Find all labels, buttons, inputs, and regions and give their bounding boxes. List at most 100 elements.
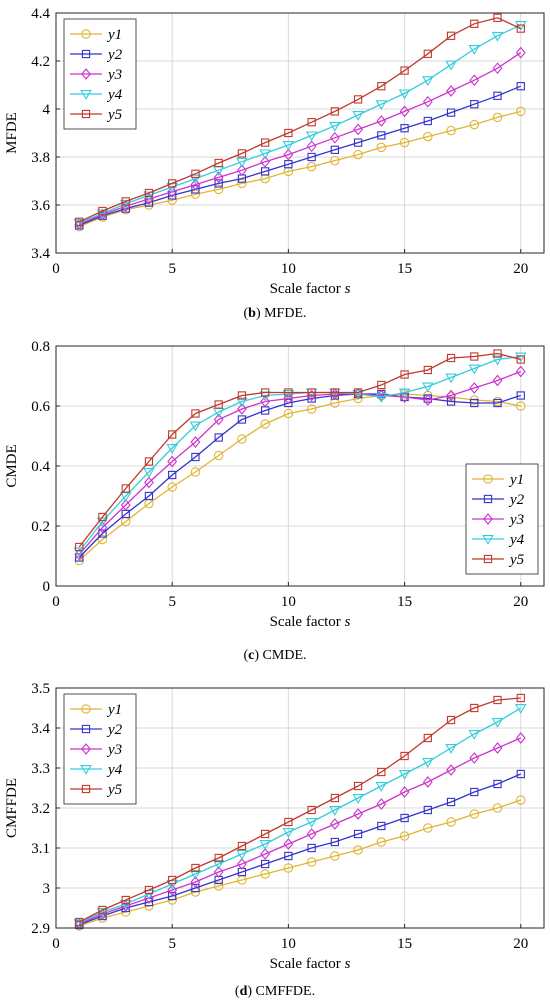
data-point-y2	[307, 152, 316, 162]
data-point-y4	[96, 517, 109, 528]
data-point-y2	[144, 491, 154, 501]
x-axis-label-var: s	[345, 956, 351, 972]
data-point-y5	[307, 388, 316, 397]
data-point-y1	[306, 404, 317, 414]
data-point-y3	[167, 884, 178, 896]
data-point-y3	[144, 892, 154, 904]
data-point-y3	[422, 394, 433, 406]
data-point-y4	[189, 870, 202, 880]
data-point-y5	[446, 353, 456, 363]
y-tick-label: 0.6	[31, 399, 50, 415]
data-point-y4	[329, 121, 341, 132]
data-point-y4	[445, 60, 457, 71]
figure-cmde: 0 5 10 15 20 0 0.2 0.4 0.6 0.8 Scale factor s CMDE y…	[0, 333, 550, 643]
legend-marker-y1	[81, 704, 91, 714]
data-point-y3	[492, 742, 503, 754]
data-point-y1	[492, 803, 503, 813]
data-point-y4	[491, 31, 504, 42]
data-point-y5	[353, 781, 363, 791]
data-point-y3	[399, 105, 410, 118]
data-point-y4	[491, 718, 504, 728]
caption-text: CMDE.	[259, 648, 307, 663]
data-point-y3	[236, 164, 247, 177]
data-point-y1	[283, 863, 294, 873]
data-point-y3	[167, 185, 178, 198]
data-point-y2	[237, 415, 247, 424]
data-point-y4	[236, 157, 248, 168]
data-point-y5	[121, 484, 130, 493]
caption-text: MFDE.	[260, 306, 307, 321]
series-group	[73, 13, 527, 232]
data-point-y4	[212, 860, 225, 870]
data-point-y1	[213, 450, 224, 461]
legend-label-y5: y5	[106, 107, 123, 123]
cmde-chart: 0 5 10 15 20 0 0.2 0.4 0.6 0.8 Scale factor s CMDE y…	[4, 339, 545, 630]
data-point-y5	[98, 206, 107, 216]
series-group	[73, 693, 527, 931]
data-point-y3	[236, 858, 247, 870]
x-axis-label-var: s	[345, 281, 351, 297]
x-tick-label: 20	[513, 261, 528, 277]
data-point-y4	[468, 364, 481, 375]
data-point-y5	[237, 391, 247, 400]
data-point-y3	[190, 436, 201, 448]
data-point-y4	[282, 828, 295, 838]
data-point-y5	[400, 66, 409, 75]
data-point-y3	[283, 148, 294, 161]
data-point-y1	[516, 106, 526, 117]
data-point-y4	[73, 219, 85, 229]
data-point-y5	[98, 512, 107, 522]
data-point-y5	[353, 388, 363, 397]
data-point-y5	[284, 388, 293, 397]
data-point-y2	[470, 100, 479, 109]
data-point-y4	[189, 174, 202, 185]
data-point-y2	[400, 124, 409, 133]
data-point-y4	[515, 704, 527, 714]
data-point-y3	[422, 776, 433, 788]
data-point-y2	[493, 398, 502, 408]
data-point-y4	[445, 744, 457, 754]
data-point-y1	[283, 408, 294, 419]
data-point-y5	[493, 349, 502, 358]
y-tick-label: 4.2	[31, 54, 50, 70]
caption-mfde: (b) MFDE.	[243, 306, 307, 321]
data-point-y3	[213, 171, 224, 184]
data-point-y3	[213, 413, 224, 426]
legend-label-y1: y1	[508, 472, 524, 488]
data-point-y1	[97, 534, 108, 545]
data-point-y3	[376, 798, 387, 810]
data-point-y2	[446, 397, 456, 406]
data-point-y1	[330, 155, 340, 166]
data-point-y5	[168, 875, 177, 885]
figure-mfde: 0 5 10 15 20 3.4 3.6 3.8 4 4.2 4.4 Scale factor s MF…	[0, 0, 550, 300]
data-point-y5	[260, 829, 270, 839]
data-point-y3	[144, 193, 154, 205]
legend-label-y5: y5	[106, 782, 123, 798]
data-point-y2	[307, 843, 316, 853]
data-point-y2	[423, 805, 432, 815]
data-point-y2	[423, 116, 432, 126]
data-point-y2	[493, 779, 502, 789]
data-point-y4	[143, 468, 155, 478]
data-point-y1	[446, 125, 456, 136]
data-point-y1	[446, 817, 456, 827]
data-point-y3	[306, 140, 317, 153]
data-point-y3	[469, 752, 480, 764]
data-point-y3	[515, 732, 526, 744]
data-point-y5	[423, 733, 432, 743]
y-tick-label: 0.2	[31, 519, 50, 535]
data-point-y5	[493, 13, 502, 22]
mfde-chart: 0 5 10 15 20 3.4 3.6 3.8 4 4.2 4.4 Scale factor s MF…	[4, 6, 545, 297]
data-point-y5	[214, 853, 223, 863]
data-point-y5	[284, 817, 293, 827]
data-point-y2	[377, 821, 386, 831]
data-point-y1	[423, 823, 433, 833]
data-point-y4	[329, 806, 341, 816]
data-point-y2	[191, 185, 200, 194]
data-point-y2	[493, 91, 502, 100]
data-point-y4	[352, 111, 364, 121]
data-point-y3	[213, 866, 224, 878]
data-point-y1	[469, 119, 480, 130]
x-tick-label: 10	[281, 594, 296, 610]
data-point-y2	[260, 167, 270, 176]
